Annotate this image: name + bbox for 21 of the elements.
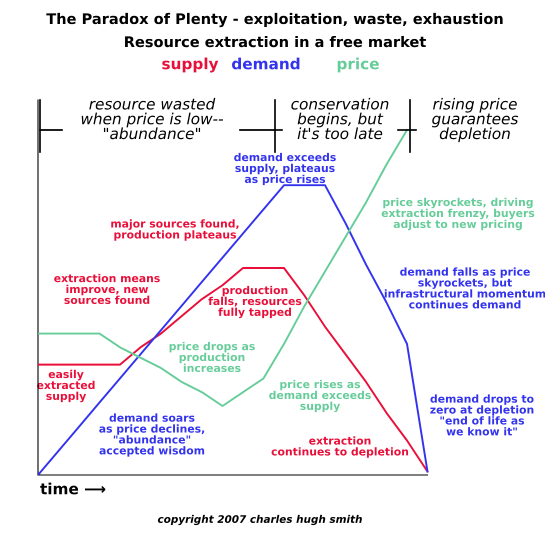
annotation: major sources found, production plateaus (111, 219, 239, 241)
text: supply (162, 58, 218, 72)
annotation: extraction continues to depletion (272, 436, 408, 458)
text: rising price guarantees depletion (432, 98, 518, 142)
annotation: conservation begins, but it's too late (291, 98, 388, 140)
annotation: demand soars as price declines, "abundance" accepted wisdom (99, 413, 204, 457)
text: demand drops to zero at depletion "end of life as we know it" (430, 394, 534, 436)
annotation: price drops as production increases (170, 342, 255, 372)
chart-subtitle: Resource extraction in a free market (125, 36, 426, 48)
annotation: price rises as demand exceeds supply (269, 380, 371, 412)
annotation: demand exceeds supply, plateaus as price rises (234, 152, 336, 186)
annotation: demand falls as price skyrockets, but infrastructural momentum continues demand (384, 267, 545, 309)
x-axis-title: time ⟶ (40, 482, 106, 494)
text: price (338, 58, 379, 72)
annotation: resource wasted when price is low-- "abundance" (82, 98, 224, 140)
text: demand (232, 58, 300, 70)
chart-title: The Paradox of Plenty - exploitation, waste, exhaustion (46, 12, 503, 28)
annotation: extraction means improve, new sources found (54, 274, 160, 304)
annotation: production falls, resources fully tapped (208, 286, 302, 318)
text: copyright 2007 charles hugh smith (158, 514, 362, 526)
annotation: price skyrockets, driving extraction frenzy, buyers adjust to new pricing (382, 198, 534, 230)
